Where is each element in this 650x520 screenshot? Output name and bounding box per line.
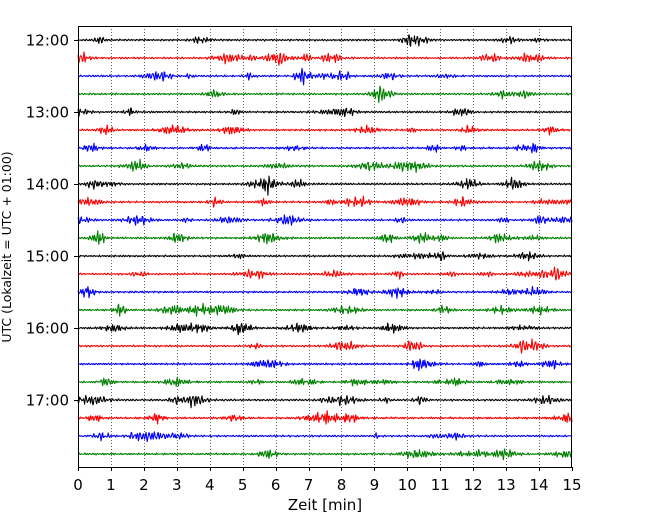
- y-tick-label: 16:00: [26, 320, 69, 338]
- trace-line: [77, 34, 573, 47]
- x-tick-label: 10: [398, 476, 417, 494]
- x-tick-label: 7: [304, 476, 314, 494]
- x-tick-label: 5: [238, 476, 248, 494]
- trace-line: [77, 251, 573, 262]
- plot-frame: [78, 26, 572, 468]
- trace-line: [77, 410, 573, 425]
- trace-line: [77, 266, 573, 281]
- trace-line: [77, 431, 573, 443]
- trace-line: [77, 376, 573, 387]
- y-tick-label: 12:00: [26, 32, 69, 50]
- x-tick-label: 4: [205, 476, 215, 494]
- trace-line: [77, 214, 573, 226]
- x-axis-title: Zeit [min]: [288, 496, 362, 514]
- trace-line: [77, 448, 573, 461]
- x-tick-label: 9: [370, 476, 380, 494]
- x-axis: 0 1 2 3 4 5 6 7 8 9 10 11 12 13 14 15: [73, 467, 582, 494]
- x-tick-label: 3: [172, 476, 182, 494]
- trace-line: [77, 124, 573, 136]
- x-tick-label: 0: [73, 476, 83, 494]
- trace-line: [77, 338, 573, 354]
- trace-line: [77, 285, 573, 299]
- y-tick-label: 15:00: [26, 248, 69, 266]
- y-tick-label: 17:00: [26, 392, 69, 410]
- y-tick-label: 14:00: [26, 176, 69, 194]
- trace-line: [77, 358, 573, 372]
- x-tick-label: 1: [106, 476, 116, 494]
- seismic-traces: [77, 34, 573, 461]
- trace-line: [77, 175, 573, 196]
- x-tick-label: 13: [497, 476, 516, 494]
- trace-line: [77, 195, 573, 208]
- x-tick-label: 6: [271, 476, 281, 494]
- x-tick-label: 11: [431, 476, 450, 494]
- trace-line: [77, 302, 573, 317]
- trace-line: [77, 67, 573, 86]
- y-axis: 12:00 13:00 14:00 15:00 16:00 17:00: [26, 32, 78, 410]
- x-tick-label: 8: [337, 476, 347, 494]
- trace-line: [77, 85, 573, 104]
- trace-line: [77, 51, 573, 66]
- trace-line: [77, 107, 573, 118]
- x-tick-label: 15: [562, 476, 581, 494]
- trace-line: [77, 230, 573, 245]
- trace-line: [77, 142, 573, 154]
- trace-line: [77, 158, 573, 174]
- x-tick-label: 12: [464, 476, 483, 494]
- x-tick-label: 14: [530, 476, 549, 494]
- y-axis-title: UTC (Lokalzeit = UTC + 01:00): [0, 151, 14, 342]
- y-tick-label: 13:00: [26, 104, 69, 122]
- trace-line: [77, 322, 573, 336]
- x-tick-label: 2: [139, 476, 149, 494]
- trace-line: [77, 394, 573, 409]
